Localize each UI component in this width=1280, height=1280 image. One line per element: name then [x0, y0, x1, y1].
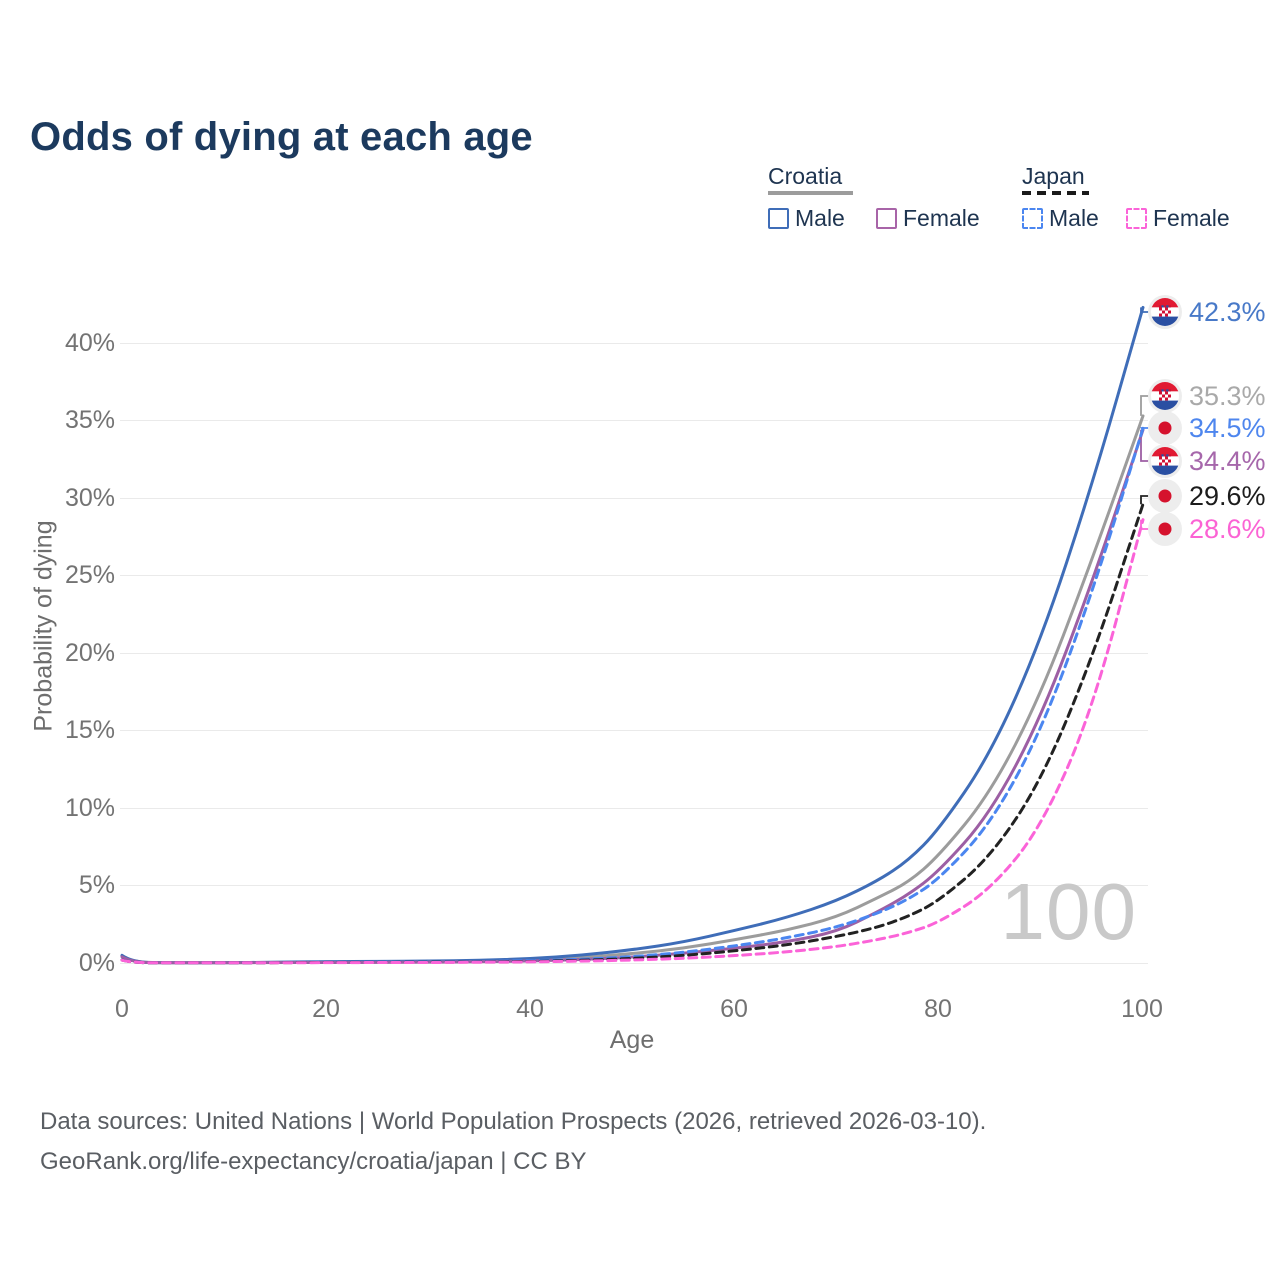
legend-item-croatia-male[interactable]: Male: [768, 205, 845, 232]
gridline: [120, 575, 1148, 576]
end-value: 34.4%: [1189, 445, 1266, 476]
legend-item-label: Male: [795, 205, 845, 231]
end-label-croatia-female: 34.4%: [1148, 444, 1266, 478]
end-value: 34.5%: [1189, 412, 1266, 443]
legend-item-label: Male: [1049, 205, 1099, 231]
y-tick-label: 25%: [64, 561, 115, 589]
end-value: 29.6%: [1189, 480, 1266, 511]
data-sources-text: Data sources: United Nations | World Pop…: [40, 1108, 987, 1135]
x-tick-label: 100: [1121, 995, 1163, 1023]
gridline: [120, 963, 1148, 964]
legend-item-label: Female: [903, 205, 980, 231]
legend-group-japan-label: Japan: [1022, 163, 1085, 189]
japan-flag-icon: [1148, 411, 1182, 445]
end-value: 28.6%: [1189, 513, 1266, 544]
end-label-croatia-combined: 35.3%: [1148, 379, 1266, 413]
series-line-croatia-male: [120, 305, 1145, 965]
x-tick-label: 0: [115, 995, 129, 1023]
y-tick-label: 20%: [64, 639, 115, 667]
x-axis-title: Age: [609, 1026, 655, 1054]
legend-japan-line-sample: [1022, 191, 1089, 195]
legend-item-japan-female[interactable]: Female: [1126, 205, 1230, 232]
end-label-japan-combined: 29.6%: [1148, 479, 1266, 513]
y-tick-label: 10%: [64, 794, 115, 822]
attribution-text: GeoRank.org/life-expectancy/croatia/japa…: [40, 1148, 587, 1175]
gridline: [120, 343, 1148, 344]
y-tick-label: 15%: [64, 716, 115, 744]
japan-flag-icon: [1148, 512, 1182, 546]
gridline: [120, 808, 1148, 809]
y-tick-label: 30%: [64, 484, 115, 512]
gridline: [120, 498, 1148, 499]
end-value: 35.3%: [1189, 380, 1266, 411]
end-label-croatia-male: 42.3%: [1148, 295, 1266, 329]
y-tick-label: 0%: [78, 949, 115, 977]
gridline: [120, 730, 1148, 731]
y-tick-label: 40%: [64, 329, 115, 357]
y-tick-label: 5%: [78, 871, 115, 899]
end-label-japan-male: 34.5%: [1148, 411, 1266, 445]
y-tick-label: 35%: [64, 406, 115, 434]
x-tick-label: 80: [924, 995, 952, 1023]
x-tick-label: 60: [720, 995, 748, 1023]
legend-group-croatia-label: Croatia: [768, 163, 843, 189]
japan-male-swatch-icon: [1022, 208, 1043, 229]
gridline: [120, 653, 1148, 654]
croatia-crest: [1159, 305, 1171, 317]
legend-croatia-line-sample: [768, 191, 853, 195]
croatia-flag-icon: [1148, 444, 1182, 478]
legend-item-japan-male[interactable]: Male: [1022, 205, 1099, 232]
y-axis-title: Probability of dying: [29, 520, 58, 732]
croatia-female-swatch-icon: [876, 208, 897, 229]
x-tick-label: 40: [516, 995, 544, 1023]
legend-item-label: Female: [1153, 205, 1230, 231]
japan-female-swatch-icon: [1126, 208, 1147, 229]
legend-item-croatia-female[interactable]: Female: [876, 205, 980, 232]
end-label-japan-female: 28.6%: [1148, 512, 1266, 546]
gridline: [120, 420, 1148, 421]
x-tick-label: 20: [312, 995, 340, 1023]
croatia-flag-icon: [1148, 379, 1182, 413]
age-watermark: 100: [1000, 867, 1137, 956]
croatia-male-swatch-icon: [768, 208, 789, 229]
end-value: 42.3%: [1189, 296, 1266, 327]
japan-flag-icon: [1148, 479, 1182, 513]
croatia-flag-icon: [1148, 295, 1182, 329]
chart-title: Odds of dying at each age: [30, 114, 533, 159]
